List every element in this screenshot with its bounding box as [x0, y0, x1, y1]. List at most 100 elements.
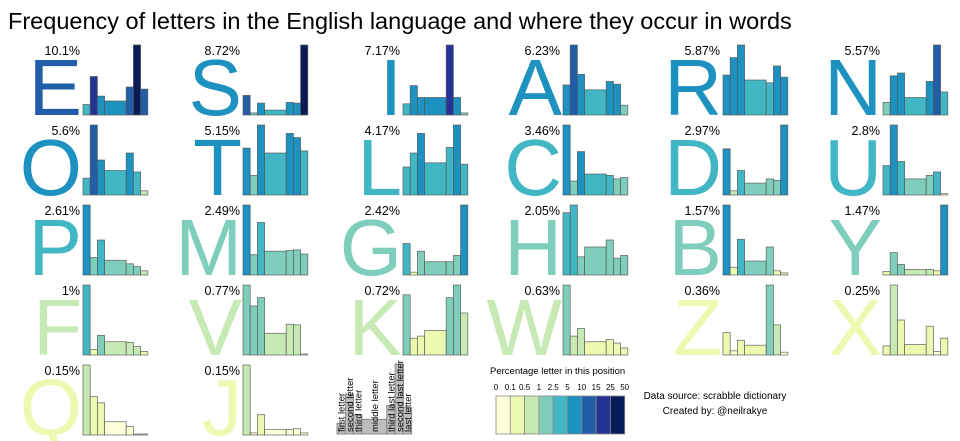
frequency-label: 1.47% [845, 204, 880, 218]
big-letter: P [29, 203, 82, 292]
position-bar-first-letter [722, 148, 731, 196]
color-tick-label: 50 [620, 383, 629, 392]
frequency-label: 1% [62, 284, 80, 298]
position-bar-third-letter [416, 335, 425, 356]
position-bar-second-last-letter [933, 270, 942, 276]
position-bar-first-letter [722, 74, 731, 116]
letter-panel-j: J0.15% [202, 363, 309, 441]
position-bar-middle-letter [744, 344, 767, 356]
example-position-label: middle letter [370, 380, 381, 432]
position-bar-last-letter [940, 337, 949, 356]
position-bar-middle-letter [424, 97, 447, 116]
frequency-label: 2.42% [365, 204, 400, 218]
position-bar-last-letter [300, 44, 309, 116]
position-bar-middle-letter [584, 246, 607, 276]
position-bar-second-letter [409, 152, 418, 196]
position-bar-second-last-letter [292, 428, 301, 436]
position-bar-middle-letter [104, 170, 127, 196]
position-bar-middle-letter [424, 330, 447, 356]
position-bar-third-last-letter [445, 261, 454, 276]
position-bar-third-last-letter [605, 339, 614, 356]
chart-title: Frequency of letters in the English lang… [8, 8, 792, 34]
position-bar-second-last-letter [292, 324, 301, 356]
frequency-label: 7.17% [365, 44, 400, 58]
frequency-label: 2.8% [852, 124, 881, 138]
big-letter: A [509, 43, 563, 132]
position-bar-third-letter [577, 151, 586, 196]
position-bar-first-letter [562, 84, 571, 116]
big-letter: C [504, 123, 562, 212]
position-bar-third-letter [97, 239, 106, 276]
position-bar-second-last-letter [292, 249, 301, 276]
position-bar-middle-letter [104, 259, 127, 276]
frequency-label: 5.57% [845, 44, 880, 58]
position-bar-third-last-letter [125, 341, 134, 356]
position-bar-second-letter [89, 348, 98, 356]
color-tick-label: 0.1 [505, 383, 517, 392]
position-bar-third-letter [97, 95, 106, 116]
position-bar-last-letter [780, 272, 789, 276]
letter-panel-v: V0.77% [189, 283, 309, 372]
position-bar-last-letter [940, 91, 949, 116]
position-bar-third-last-letter [285, 250, 294, 276]
position-bar-second-last-letter [613, 178, 622, 196]
position-bar-third-letter [416, 250, 425, 276]
position-bar-third-last-letter [765, 178, 774, 196]
position-bar-first-letter [402, 103, 411, 116]
position-bar-second-letter [409, 271, 418, 276]
position-bar-third-last-letter [125, 426, 134, 436]
position-bar-third-letter [897, 160, 906, 196]
position-bar-first-letter [82, 104, 91, 116]
frequency-label: 3.46% [525, 124, 560, 138]
color-swatch [581, 395, 597, 435]
frequency-label: 0.15% [45, 364, 80, 378]
position-bar-second-letter [89, 257, 98, 276]
position-bar-third-last-letter [285, 428, 294, 436]
position-bar-second-last-letter [933, 171, 942, 196]
position-bar-last-letter [780, 124, 789, 196]
position-bar-second-letter [409, 337, 418, 356]
big-letter: S [189, 43, 242, 132]
position-bar-last-letter [780, 351, 789, 356]
position-bar-last-letter [140, 88, 149, 116]
position-bar-first-letter [402, 294, 411, 356]
position-bar-last-letter [460, 112, 469, 116]
position-bar-third-last-letter [605, 174, 614, 196]
example-bar [402, 406, 413, 435]
position-bar-third-letter [256, 222, 265, 276]
color-swatch [524, 395, 540, 435]
letter-panel-p: P2.61% [29, 203, 149, 292]
position-bar-second-letter [729, 57, 738, 116]
letter-panel-r: R5.87% [664, 43, 789, 132]
position-bar-second-last-letter [132, 346, 141, 356]
position-bar-third-letter [416, 132, 425, 196]
position-bar-second-last-letter [292, 137, 301, 196]
position-bar-second-last-letter [773, 270, 782, 276]
color-tick-label: 25 [606, 383, 615, 392]
big-letter: M [175, 203, 242, 292]
position-bar-last-letter [300, 353, 309, 356]
frequency-label: 8.72% [205, 44, 240, 58]
position-bar-third-letter [897, 72, 906, 116]
position-bar-second-letter [729, 350, 738, 356]
letter-panel-c: C3.46% [504, 123, 629, 212]
color-swatch [495, 395, 511, 435]
letter-panel-h: H2.05% [504, 203, 629, 292]
position-bar-third-letter [577, 74, 586, 116]
position-bar-second-letter [89, 124, 98, 196]
letter-panel-o: O5.6% [20, 123, 149, 212]
position-bar-third-last-letter [605, 239, 614, 276]
position-bar-second-letter [409, 85, 418, 116]
frequency-label: 2.61% [45, 204, 80, 218]
position-bar-last-letter [620, 254, 629, 276]
position-bar-second-letter [249, 174, 258, 196]
frequency-label: 0.72% [365, 284, 400, 298]
position-bar-second-letter [729, 190, 738, 196]
position-bar-first-letter [882, 345, 891, 356]
letter-panel-f: F1% [33, 283, 149, 372]
color-tick-label: 2.5 [548, 383, 560, 392]
position-bar-third-last-letter [285, 323, 294, 356]
color-tick-label: 5 [565, 383, 570, 392]
position-bar-third-letter [256, 297, 265, 356]
big-letter: R [664, 43, 722, 132]
